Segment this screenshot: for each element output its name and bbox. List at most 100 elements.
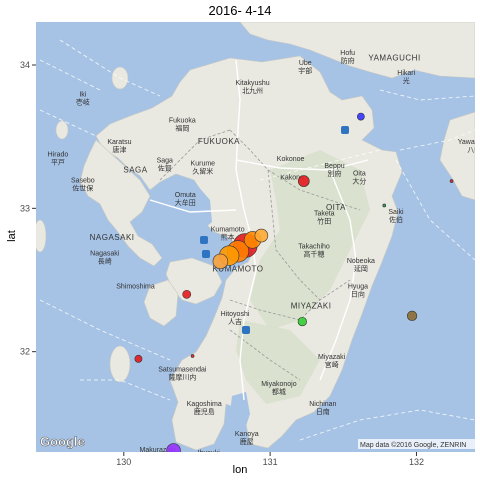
place-label: KUMAMOTO — [212, 264, 263, 273]
place-label: Taketa — [314, 211, 335, 218]
place-label-local: 都城 — [272, 388, 286, 396]
place-label-local: 壱岐 — [76, 98, 90, 107]
place-label: Ibusuki — [198, 450, 221, 457]
place-label-local: 平戸 — [51, 159, 65, 167]
earthquake-point — [134, 354, 143, 363]
place-label: Oita — [353, 170, 366, 177]
earthquake-point — [297, 316, 307, 327]
place-label: Hikari — [397, 70, 415, 77]
place-label-local: 宇部 — [298, 66, 312, 75]
x-axis-ticks: 130 131 132 — [116, 452, 424, 467]
place-label-local: 大牟田 — [175, 198, 196, 207]
y-axis-label: lat — [6, 230, 18, 242]
place-label-local: 延岡 — [354, 264, 368, 273]
highways — [149, 59, 369, 401]
place-label: Hyuga — [348, 284, 368, 291]
place-label: Shimoshima — [116, 284, 155, 291]
x-tick-label: 131 — [263, 457, 278, 467]
place-label-local: 大分 — [352, 176, 366, 185]
place-label: Saiki — [388, 209, 404, 216]
place-label: Miyakonojo — [261, 381, 297, 388]
place-label-local: 熊本 — [221, 232, 235, 241]
place-label: Karatsu — [107, 139, 131, 146]
place-label: Kitakyushu — [235, 80, 269, 87]
earthquake-point — [182, 289, 192, 299]
ferry-routes — [39, 39, 475, 441]
place-label: MIYAZAKI — [291, 302, 332, 311]
place-label: Ube — [299, 60, 312, 67]
shikoku-coast — [439, 111, 475, 201]
x-tick-label: 132 — [409, 457, 424, 467]
place-label: Kokonoe — [277, 156, 305, 163]
place-label-local: 日向 — [351, 290, 365, 299]
place-label: FUKUOKA — [198, 137, 240, 146]
nagasaki-peninsula — [79, 139, 163, 267]
place-label-local: 鹿児島 — [194, 407, 215, 416]
place-label: Miyazaki — [318, 354, 346, 361]
place-label-local: 竹田 — [317, 217, 331, 226]
place-label-local: 唐津 — [112, 145, 126, 154]
earthquake-point — [212, 253, 229, 270]
place-label: Yawatahama — [458, 139, 480, 146]
place-label-local: 長崎 — [98, 257, 112, 266]
place-label-local: 人吉 — [228, 318, 242, 326]
earthquake-point — [297, 175, 310, 187]
kagoshima-bay — [230, 392, 250, 432]
earthquake-point — [406, 310, 418, 321]
place-label: Nagasaki — [90, 251, 120, 258]
place-label-local: 別府 — [328, 169, 342, 178]
place-label-local: 宮崎 — [325, 360, 339, 369]
place-label-local: 佐世保 — [72, 184, 93, 193]
earthquake-point — [356, 112, 365, 121]
mountain-shading-south — [236, 320, 320, 404]
place-label-local: 北九州 — [242, 86, 263, 95]
place-label-local: 鹿屋 — [240, 437, 254, 446]
place-label: Takachiho — [298, 243, 330, 250]
place-label: Nichinan — [309, 401, 336, 408]
place-label-local: 佐伯 — [389, 215, 403, 224]
place-label: Fukuoka — [169, 117, 196, 124]
place-label-local: 枕崎 — [150, 453, 164, 462]
place-label-local: 薩摩川内 — [168, 373, 196, 382]
place-label-local: 光 — [403, 76, 410, 85]
google-logo: Google — [40, 434, 85, 449]
earthquake-point — [382, 203, 387, 208]
place-label: Kurume — [191, 160, 216, 167]
place-label: OITA — [326, 203, 346, 212]
attribution-box — [358, 439, 475, 449]
earthquake-point — [190, 354, 195, 358]
hirado-island — [55, 120, 69, 140]
earthquake-point — [254, 228, 269, 243]
earthquake-point — [8, 333, 20, 345]
place-label: SAGA — [123, 166, 147, 175]
y-tick-label: 32 — [20, 347, 30, 357]
koshiki-island — [109, 345, 131, 383]
attribution-text: Map data ©2016 Google, ZENRIN — [360, 441, 466, 449]
route-shields — [200, 126, 349, 334]
shimoshima-island — [143, 279, 179, 327]
place-label: Omuta — [175, 192, 196, 199]
place-label-local: 久留米 — [192, 166, 213, 175]
earthquake-points — [8, 112, 454, 452]
y-tick-label: 34 — [20, 60, 30, 70]
x-axis-label: lon — [232, 464, 248, 476]
place-label: Iki — [79, 92, 86, 99]
plot-title: 2016- 4-14 — [208, 3, 272, 18]
place-label-local: 佐賀 — [158, 163, 172, 172]
honshu-coast — [239, 22, 475, 79]
place-label: Kumamoto — [211, 226, 245, 233]
place-label: Kanoya — [235, 431, 259, 438]
place-label: Nobeoka — [347, 258, 375, 265]
place-label-local: 八幡浜 — [467, 145, 480, 154]
y-tick-label: 33 — [20, 203, 30, 213]
place-label: Hirado — [48, 152, 69, 159]
earthquake-point — [166, 443, 181, 452]
x-tick-label: 130 — [116, 457, 131, 467]
place-label: Sasebo — [71, 178, 95, 185]
place-label: Hofu — [340, 50, 355, 57]
place-label: Saga — [157, 157, 173, 164]
place-label: NAGASAKI — [90, 233, 135, 242]
place-label: Kakono — [280, 175, 304, 182]
